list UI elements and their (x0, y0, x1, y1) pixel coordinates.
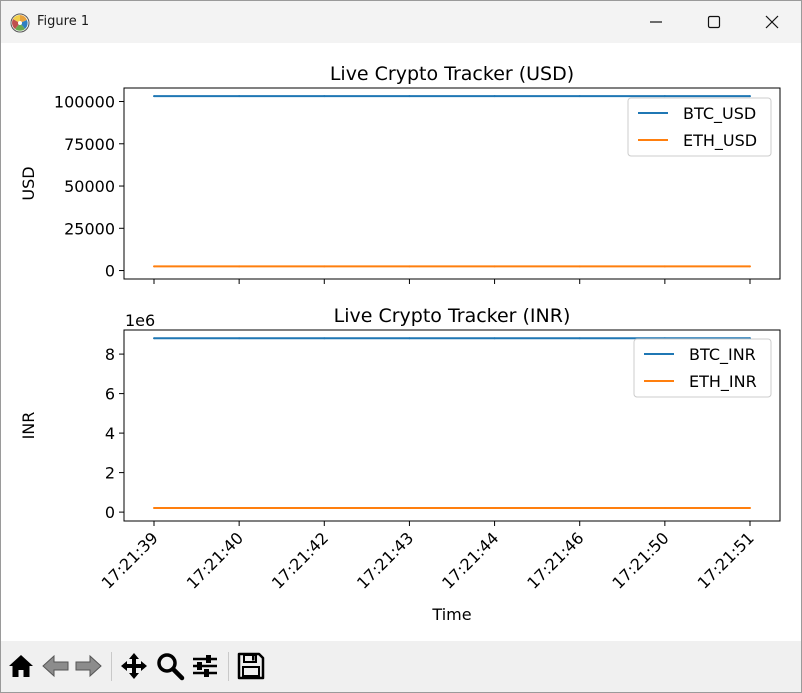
pan-button[interactable] (119, 651, 149, 681)
data-point-ETH_INR (323, 506, 326, 509)
data-point-BTC_USD (578, 95, 581, 98)
data-point-ETH_INR (408, 506, 411, 509)
data-point-BTC_USD (408, 95, 411, 98)
x-tick-label: 17:21:46 (523, 528, 587, 592)
data-point-ETH_INR (238, 506, 241, 509)
figure-svg[interactable]: Live Crypto Tracker (USD) 0 25000 50000 7500… (1, 43, 801, 641)
y-tick-label: 25000 (64, 219, 115, 238)
x-tick-label: 17:21:42 (268, 528, 332, 592)
data-point-ETH_INR (663, 506, 666, 509)
forward-arrow-icon (75, 654, 102, 678)
data-point-BTC_INR (578, 337, 581, 340)
x-tick-label: 17:21:40 (183, 528, 247, 592)
minimize-button[interactable] (627, 1, 685, 43)
data-point-ETH_USD (493, 265, 496, 268)
y-tick-label: 0 (105, 262, 115, 281)
maximize-button[interactable] (685, 1, 743, 43)
window-title: Figure 1 (37, 14, 90, 29)
y-tick-label: 75000 (64, 135, 115, 154)
y-tick-label: 50000 (64, 177, 115, 196)
y-tick-label: 4 (105, 424, 115, 443)
data-point-ETH_USD (749, 265, 751, 268)
data-point-ETH_INR (153, 506, 155, 509)
y-tick-label: 8 (105, 345, 115, 364)
matplotlib-logo-icon (10, 13, 30, 33)
plot-frame (123, 87, 781, 280)
data-point-ETH_USD (238, 265, 241, 268)
zoom-button[interactable] (155, 651, 185, 681)
chart-title: Live Crypto Tracker (USD) (330, 63, 574, 85)
x-tick-label: 17:21:51 (694, 528, 758, 592)
save-button[interactable] (236, 651, 266, 681)
data-point-ETH_INR (493, 506, 496, 509)
data-point-BTC_USD (238, 95, 241, 98)
y-tick-label: 100000 (54, 93, 115, 112)
x-tick-label: 17:21:50 (608, 528, 672, 592)
y-tick-label: 0 (105, 503, 115, 522)
data-point-BTC_USD (663, 95, 666, 98)
navigation-toolbar (1, 641, 801, 692)
minimize-icon (650, 21, 662, 23)
legend-label: BTC_USD (683, 104, 756, 124)
title-bar[interactable]: Figure 1 (1, 1, 801, 43)
data-point-BTC_USD (749, 95, 751, 98)
data-point-ETH_INR (749, 506, 751, 509)
configure-subplots-button[interactable] (190, 651, 220, 681)
home-button[interactable] (6, 651, 36, 681)
legend-label: BTC_INR (689, 345, 756, 365)
data-point-BTC_USD (153, 95, 155, 98)
data-point-BTC_INR (408, 337, 411, 340)
y-axis-label: INR (19, 412, 38, 440)
y-offset-label: 1e6 (125, 311, 155, 330)
y-tick-label: 2 (105, 464, 115, 483)
data-point-BTC_INR (153, 337, 155, 340)
chart-title: Live Crypto Tracker (INR) (334, 305, 571, 327)
data-point-BTC_INR (323, 337, 326, 340)
save-icon (237, 652, 265, 680)
subplots-config-icon (193, 655, 217, 677)
x-tick-label: 17:21:39 (98, 528, 162, 592)
forward-button[interactable] (73, 651, 103, 681)
data-point-ETH_USD (323, 265, 326, 268)
pan-icon (121, 653, 147, 679)
plot-frame (123, 329, 781, 522)
home-icon (9, 655, 33, 677)
figure-canvas[interactable]: Live Crypto Tracker (USD) 0 25000 50000 7500… (1, 43, 801, 641)
x-tick-label: 17:21:44 (438, 528, 502, 592)
data-point-ETH_USD (408, 265, 411, 268)
data-point-BTC_INR (238, 337, 241, 340)
zoom-icon (157, 653, 185, 681)
data-point-ETH_USD (663, 265, 666, 268)
data-point-BTC_USD (323, 95, 326, 98)
y-axis-label: USD (19, 166, 38, 200)
data-point-ETH_USD (153, 265, 155, 268)
close-icon (765, 15, 779, 29)
back-arrow-icon (42, 654, 69, 678)
data-point-ETH_INR (578, 506, 581, 509)
maximize-icon (707, 15, 721, 29)
y-tick-label: 6 (105, 385, 115, 404)
x-tick-label: 17:21:43 (353, 528, 417, 592)
legend-label: ETH_USD (683, 131, 757, 151)
close-button[interactable] (743, 1, 801, 43)
data-point-BTC_INR (493, 337, 496, 340)
legend-label: ETH_INR (689, 372, 757, 392)
toolbar-separator (111, 652, 112, 681)
toolbar-separator (228, 652, 229, 681)
back-button[interactable] (41, 651, 71, 681)
data-point-ETH_USD (578, 265, 581, 268)
x-axis-label: Time (431, 605, 471, 624)
data-point-BTC_USD (493, 95, 496, 98)
